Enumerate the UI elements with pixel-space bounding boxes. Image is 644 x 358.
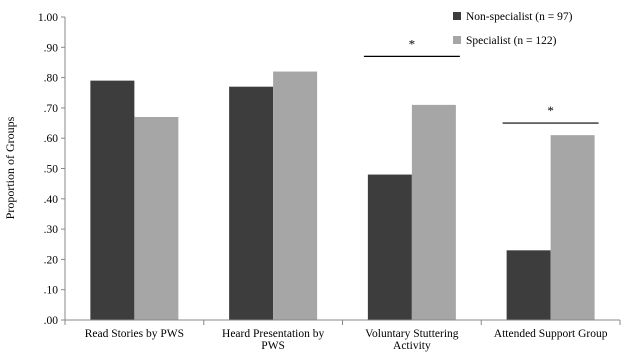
y-tick-label: .30	[44, 224, 59, 236]
y-tick-label: .70	[44, 103, 59, 115]
y-axis: .00 .10 .20 .30 .40 .50 .60 .70 .80 .90 1.00	[38, 12, 66, 327]
bars	[90, 71, 595, 321]
y-axis-label: Proportion of Groups	[3, 116, 17, 219]
significance-asterisk: *	[409, 36, 416, 51]
y-tick-label: .10	[44, 285, 59, 297]
bar-non-specialist	[229, 86, 274, 320]
bar-non-specialist	[506, 250, 551, 320]
bar-non-specialist	[90, 80, 135, 320]
bar-specialist	[273, 71, 318, 320]
y-tick-label: 1.00	[38, 12, 58, 24]
bar-specialist	[411, 104, 456, 321]
y-tick-label: .00	[44, 315, 59, 327]
legend: Non-specialist (n = 97) Specialist (n = 1…	[453, 11, 573, 47]
x-category-label: Voluntary Stuttering	[365, 328, 459, 340]
x-category-label: Read Stories by PWS	[85, 328, 184, 340]
y-tick-label: .40	[44, 194, 59, 206]
legend-swatch	[453, 12, 461, 20]
y-tick-label: .20	[44, 254, 59, 266]
x-category-label: Heard Presentation by	[222, 328, 324, 340]
x-category-label: Activity	[393, 340, 431, 352]
y-tick-label: .50	[44, 164, 59, 176]
x-axis: Read Stories by PWS Heard Presentation by…	[64, 319, 621, 352]
significance-markers: **	[363, 36, 599, 124]
bar-non-specialist	[367, 174, 412, 320]
y-tick-label: .90	[44, 42, 59, 54]
significance-asterisk: *	[547, 103, 554, 118]
y-tick-label: .80	[44, 73, 59, 85]
bar-specialist	[134, 116, 179, 321]
legend-label: Non-specialist (n = 97)	[466, 11, 573, 23]
y-tick-label: .60	[44, 133, 59, 145]
x-category-label: Attended Support Group	[494, 328, 608, 340]
legend-swatch	[453, 36, 461, 44]
bar-specialist	[550, 135, 595, 320]
x-category-label: PWS	[261, 340, 285, 352]
legend-label: Specialist (n = 122)	[466, 35, 557, 47]
